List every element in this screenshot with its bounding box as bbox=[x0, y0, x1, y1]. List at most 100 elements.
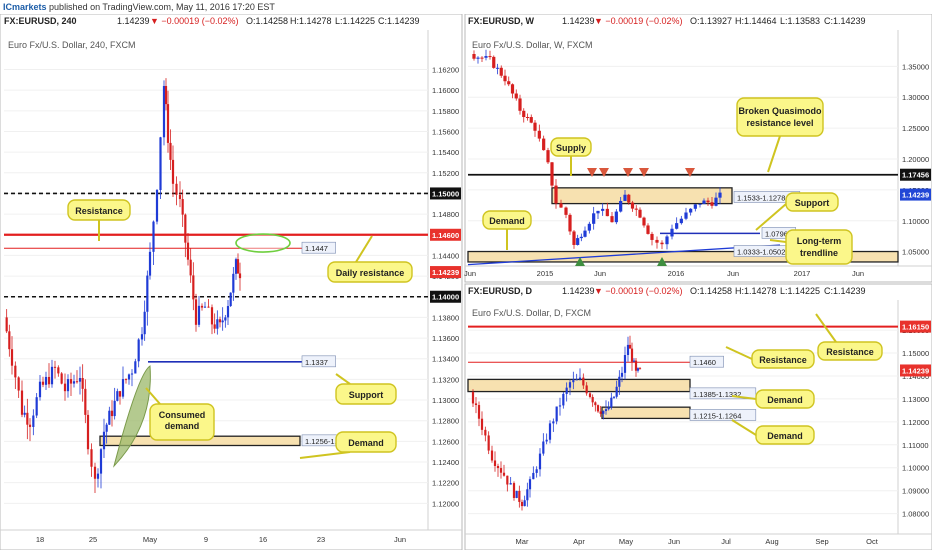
daily-candle-body bbox=[548, 423, 552, 440]
weekly-ohlc-close: C:1.14239 bbox=[824, 16, 866, 26]
h4-price-tag-label: 1.14600 bbox=[432, 231, 459, 240]
h4-x-tick-label: 9 bbox=[204, 535, 208, 544]
daily-chart-panel[interactable]: FX:EURUSD, D 1.14239 ▼ −0.00019 (−0.02%)… bbox=[464, 283, 932, 550]
h4-candle-body bbox=[207, 306, 210, 308]
h4-y-tick-label: 1.12400 bbox=[432, 458, 459, 467]
brand-link[interactable]: ICmarkets bbox=[3, 2, 47, 12]
daily-callout-label: Resistance bbox=[759, 355, 807, 365]
daily-candle-body bbox=[532, 472, 535, 480]
daily-candle-body bbox=[594, 402, 597, 406]
daily-candle-body bbox=[545, 439, 548, 442]
h4-x-tick-label: 25 bbox=[89, 535, 97, 544]
weekly-candle-body bbox=[572, 231, 576, 245]
weekly-callout-label: Support bbox=[795, 198, 830, 208]
h4-candle-body bbox=[162, 85, 166, 138]
h4-x-tick-label: 18 bbox=[36, 535, 44, 544]
daily-candle-body bbox=[636, 368, 640, 371]
h4-price-tag bbox=[430, 228, 461, 241]
weekly-ohlc-change: ▼ −0.00019 (−0.02%) bbox=[594, 16, 682, 26]
h4-callout-box bbox=[335, 383, 397, 405]
h4-candle-body bbox=[53, 366, 57, 368]
daily-candle-body bbox=[632, 360, 636, 362]
daily-candle-body bbox=[575, 379, 578, 381]
weekly-candle-body bbox=[554, 185, 558, 204]
h4-callout-pointer bbox=[299, 451, 351, 459]
weekly-down-arrow-icon bbox=[623, 168, 633, 177]
weekly-candle-body bbox=[675, 223, 679, 229]
daily-x-tick-label: Oct bbox=[866, 537, 879, 546]
weekly-candle-body bbox=[550, 162, 554, 186]
h4-candle-body bbox=[143, 311, 146, 335]
h4-price-tag-label: 1.14239 bbox=[432, 268, 459, 277]
weekly-candle-body bbox=[630, 202, 635, 209]
weekly-candle-body bbox=[507, 81, 511, 85]
daily-ohlc-last: 1.14239 bbox=[562, 286, 595, 296]
h4-candle-body bbox=[164, 85, 168, 105]
h4-candle-body bbox=[96, 473, 100, 479]
h4-candle-body bbox=[41, 381, 45, 385]
weekly-candle-body bbox=[614, 211, 618, 223]
daily-level-value-box bbox=[689, 409, 757, 421]
daily-level-value-box bbox=[689, 355, 724, 368]
daily-candle-body bbox=[471, 392, 475, 404]
weekly-candle-body bbox=[576, 238, 580, 245]
weekly-up-arrow-icon bbox=[575, 257, 585, 266]
weekly-x-tick-label: Jun bbox=[727, 269, 739, 278]
weekly-candle-body bbox=[642, 217, 646, 226]
daily-level-value-label: 1.1460 bbox=[693, 358, 716, 367]
h4-chart-panel[interactable]: FX:EURUSD, 240 1.14239 ▼ −0.00019 (−0.02… bbox=[0, 14, 463, 550]
weekly-callout-label: Demand bbox=[489, 216, 525, 226]
h4-candle-body bbox=[229, 292, 232, 307]
h4-target-ellipse bbox=[235, 233, 291, 253]
daily-level-value-label: 1.1215-1.1264 bbox=[693, 411, 741, 420]
daily-candle-body bbox=[487, 435, 490, 451]
weekly-candle-body bbox=[587, 223, 591, 231]
daily-candle-body bbox=[515, 490, 518, 498]
h4-callout-label: Consumed demand bbox=[159, 410, 206, 431]
weekly-x-tick-label: Jun bbox=[594, 269, 606, 278]
h4-candle-body bbox=[60, 373, 63, 384]
daily-candle-body bbox=[620, 372, 624, 377]
h4-ohlc-change: ▼ −0.00019 (−0.02%) bbox=[150, 16, 238, 26]
daily-callout-box bbox=[751, 349, 815, 369]
h4-candle-body bbox=[155, 190, 159, 222]
h4-candle-body bbox=[130, 373, 134, 375]
h4-candle-body bbox=[32, 415, 35, 427]
weekly-candle-body bbox=[679, 218, 683, 224]
h4-candle-body bbox=[238, 273, 242, 279]
weekly-candle-body bbox=[650, 233, 654, 240]
daily-callout-label: Demand bbox=[767, 395, 803, 405]
weekly-price-tag-label: 1.17456 bbox=[902, 171, 929, 180]
daily-ohlc-low: L:1.14225 bbox=[780, 286, 820, 296]
h4-candle-body bbox=[10, 349, 14, 366]
weekly-candle-body bbox=[698, 203, 702, 205]
daily-candle-body bbox=[604, 409, 608, 412]
weekly-candle-body bbox=[660, 242, 664, 245]
daily-candle-body bbox=[626, 344, 630, 355]
weekly-chart-panel[interactable]: FX:EURUSD, W 1.14239 ▼ −0.00019 (−0.02%)… bbox=[464, 14, 932, 283]
h4-candle-body bbox=[63, 383, 67, 392]
h4-y-tick-label: 1.13400 bbox=[432, 355, 459, 364]
h4-candle-body bbox=[234, 259, 238, 274]
h4-candle-body bbox=[146, 275, 149, 312]
weekly-candle-body bbox=[499, 67, 503, 76]
h4-candle-body bbox=[186, 242, 190, 260]
weekly-candle-body bbox=[623, 194, 627, 201]
weekly-candle-body bbox=[492, 56, 496, 68]
h4-ohlc-low: L:1.14225 bbox=[335, 16, 375, 26]
h4-callout-label: Daily resistance bbox=[336, 268, 405, 278]
weekly-ohlc-last: 1.14239 bbox=[562, 16, 595, 26]
daily-x-tick-label: Mar bbox=[516, 537, 529, 546]
daily-candle-body bbox=[518, 490, 521, 502]
h4-callout-pointer bbox=[335, 373, 351, 385]
daily-y-tick-label: 1.08000 bbox=[902, 510, 929, 519]
daily-candle-body bbox=[512, 483, 516, 498]
h4-candle-body bbox=[105, 424, 108, 432]
weekly-candle-body bbox=[693, 204, 697, 209]
daily-price-tag-label: 1.14239 bbox=[902, 366, 929, 375]
daily-candle-body bbox=[562, 393, 565, 406]
daily-candle-body bbox=[506, 475, 509, 485]
h4-candle-body bbox=[140, 334, 144, 340]
h4-candle-body bbox=[110, 410, 114, 417]
h4-candle-body bbox=[14, 365, 17, 378]
